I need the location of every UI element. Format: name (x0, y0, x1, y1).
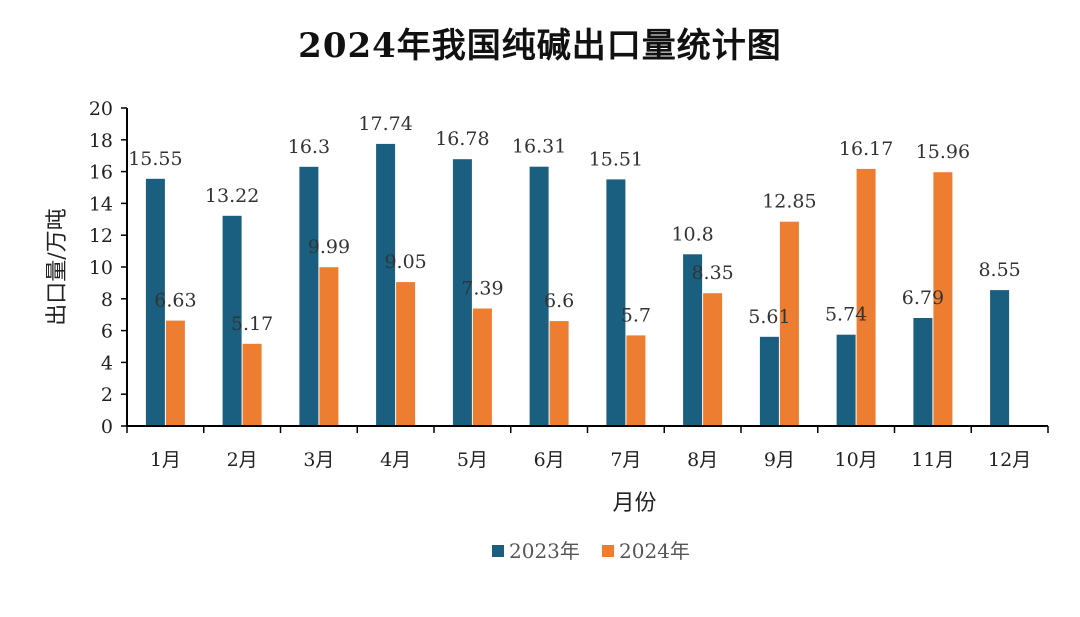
data-label-series1-8: 10.8 (671, 223, 713, 245)
chart-title: 2024年我国纯碱出口量统计图 (298, 26, 782, 66)
bars-layer (145, 143, 1010, 427)
bar-series2-4 (396, 282, 416, 426)
data-label-series1-5: 16.78 (435, 128, 489, 150)
bar-series1-11 (913, 318, 933, 426)
data-label-series1-9: 5.61 (748, 306, 790, 328)
y-tick-label: 4 (101, 352, 113, 374)
data-label-series2-6: 6.6 (544, 290, 574, 312)
x-tick-label: 2月 (227, 449, 258, 471)
data-label-series1-12: 8.55 (978, 259, 1020, 281)
x-tick-label: 4月 (380, 449, 411, 471)
data-label-series1-10: 5.74 (825, 304, 867, 326)
legend: 2023年 2024年 (492, 539, 690, 563)
x-tick-label: 11月 (911, 449, 954, 471)
y-tick-label: 14 (89, 193, 113, 215)
bar-series1-9 (759, 336, 779, 426)
data-label-series2-8: 8.35 (691, 262, 733, 284)
y-tick-label: 2 (101, 384, 113, 406)
bar-series1-6 (529, 166, 549, 426)
bar-series1-1 (145, 178, 165, 426)
data-label-series2-2: 5.17 (231, 313, 273, 335)
data-label-series2-11: 15.96 (916, 141, 970, 163)
data-label-series1-4: 17.74 (358, 113, 412, 135)
x-tick-label: 7月 (610, 449, 641, 471)
bar-series2-1 (165, 320, 185, 426)
bar-series2-3 (319, 267, 339, 426)
y-tick-label: 18 (89, 130, 113, 152)
y-tick-label: 16 (89, 162, 113, 184)
y-tick-label: 12 (89, 225, 113, 247)
x-tick-label: 6月 (534, 449, 565, 471)
data-label-series1-11: 6.79 (902, 287, 944, 309)
bar-series2-8 (703, 293, 723, 426)
bar-series1-10 (836, 334, 856, 426)
data-label-series2-3: 9.99 (308, 236, 350, 258)
bar-series1-7 (606, 179, 626, 426)
data-label-series2-4: 9.05 (384, 251, 426, 273)
data-label-series2-9: 12.85 (762, 191, 816, 213)
x-axis-title: 月份 (612, 491, 656, 516)
bar-series1-3 (299, 166, 319, 427)
x-tick-label: 5月 (457, 449, 488, 471)
legend-swatch-2 (602, 545, 614, 557)
data-labels-layer: 15.55 13.22 16.3 17.74 16.78 16.31 15.51 10.8 5.… (128, 113, 1021, 335)
data-label-series1-3: 16.3 (288, 136, 330, 158)
data-label-series2-1: 6.63 (154, 290, 196, 312)
x-tick-label: 3月 (303, 449, 334, 471)
y-tick-label: 6 (101, 321, 113, 343)
legend-swatch-1 (492, 545, 504, 557)
bar-series2-7 (626, 335, 646, 426)
x-tick-label: 9月 (764, 449, 795, 471)
x-tick-label: 12月 (988, 449, 1031, 471)
x-tick-label: 8月 (687, 449, 718, 471)
bar-series2-6 (549, 321, 569, 426)
data-label-series1-2: 13.22 (205, 185, 259, 207)
data-label-series2-7: 5.7 (621, 304, 651, 326)
bar-series2-2 (242, 343, 262, 426)
data-label-series1-7: 15.51 (589, 148, 643, 170)
legend-label-2: 2024年 (619, 539, 690, 563)
axes-layer: 0 2 4 6 8 10 12 14 16 18 20 1月 2月 3月 4月 5月 6月 7月 8月 9月 10月 11… (45, 98, 1049, 516)
bar-series1-5 (452, 159, 472, 426)
bar-series2-5 (472, 308, 492, 426)
bar-series1-8 (683, 254, 703, 426)
y-tick-label: 10 (89, 257, 113, 279)
y-tick-label: 8 (101, 289, 113, 311)
y-tick-label: 20 (89, 98, 113, 120)
legend-label-1: 2023年 (509, 539, 580, 563)
data-label-series1-6: 16.31 (512, 136, 566, 158)
bar-series2-10 (856, 168, 876, 426)
x-tick-label: 1月 (150, 449, 181, 471)
bar-series2-9 (779, 221, 799, 426)
data-label-series2-5: 7.39 (461, 278, 503, 300)
data-label-series2-10: 16.17 (839, 138, 893, 160)
x-tick-label: 10月 (835, 449, 878, 471)
y-tick-label: 0 (101, 416, 113, 438)
y-axis-title: 出口量/万吨 (45, 208, 70, 325)
bar-series1-4 (376, 143, 396, 426)
bar-series1-12 (990, 290, 1010, 426)
data-label-series1-1: 15.55 (128, 148, 182, 170)
bar-series2-11 (933, 172, 953, 426)
bar-series1-2 (222, 215, 242, 426)
